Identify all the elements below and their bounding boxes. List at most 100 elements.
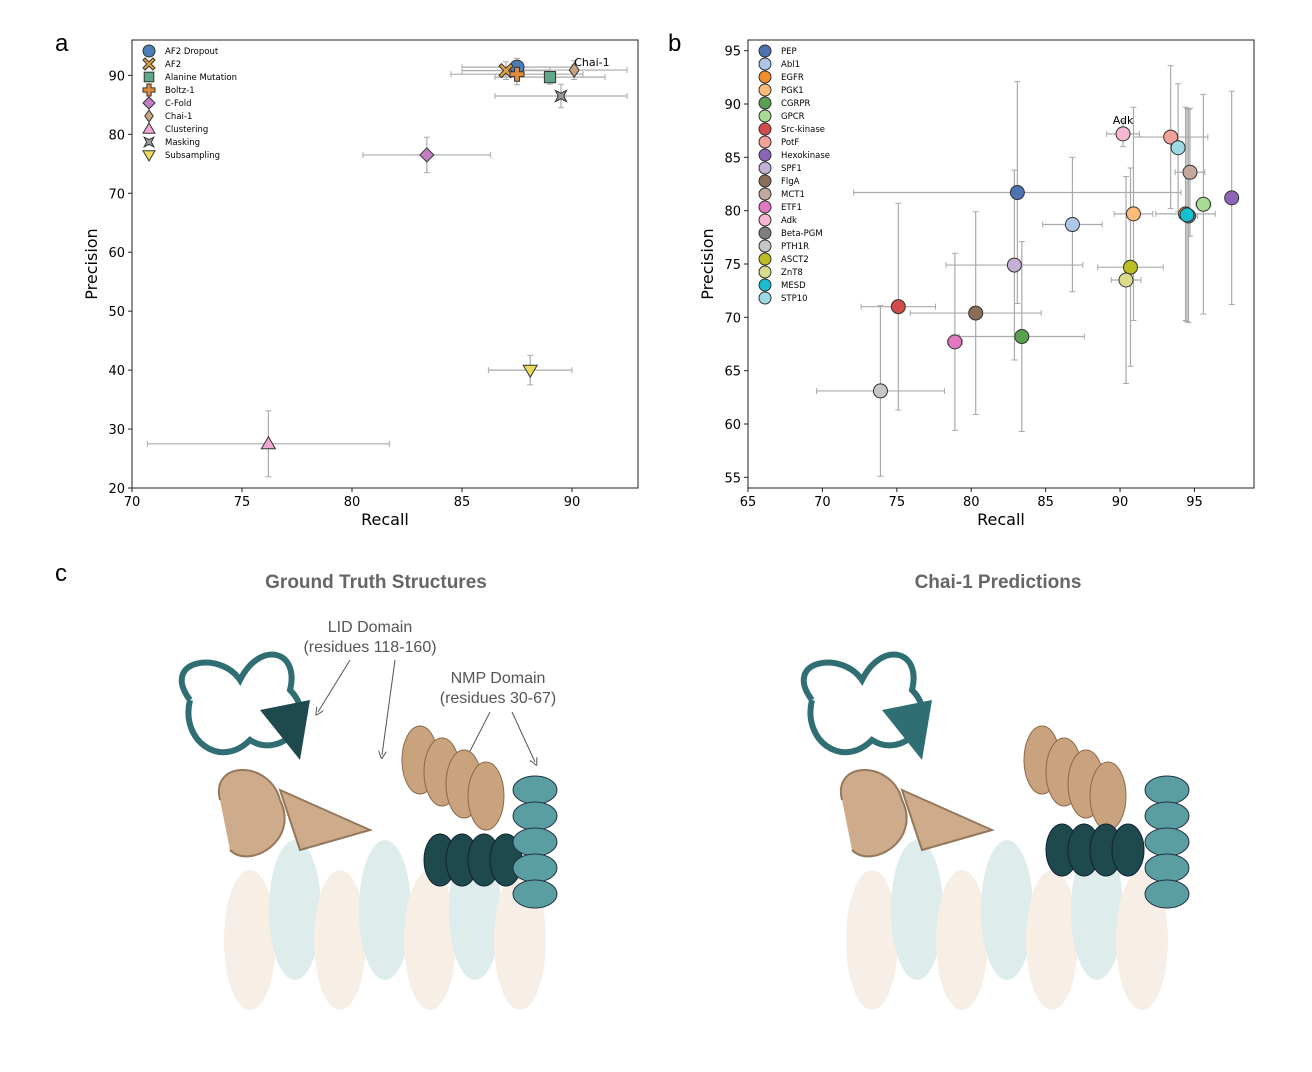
legend-label: PTH1R	[781, 242, 809, 252]
x-tick-label: 80	[344, 495, 361, 510]
legend-label: SPF1	[781, 164, 802, 174]
nmp-helix-teal	[1144, 879, 1190, 909]
legend-marker-Adk	[758, 213, 772, 227]
nmp-helix-teal	[512, 879, 558, 909]
point-PTH1R	[872, 383, 888, 399]
point-C-Fold	[419, 147, 435, 163]
point-Boltz-1	[509, 66, 525, 82]
legend-marker-ASCT2	[758, 252, 772, 266]
nmp-helix-teal	[512, 827, 558, 857]
x-tick-label: 75	[234, 495, 251, 510]
y-tick-label: 60	[724, 418, 741, 433]
legend-label: Alanine Mutation	[165, 73, 237, 83]
lid-domain-label: LID Domain (residues 118-160)	[270, 618, 470, 658]
y-tick-label: 85	[724, 151, 741, 166]
legend-marker-EGFR	[758, 70, 772, 84]
point-FlgA	[968, 305, 984, 321]
x-tick-label: 65	[740, 495, 757, 510]
legend-label: AF2 Dropout	[165, 47, 219, 57]
x-tick-label: 95	[1186, 495, 1203, 510]
y-tick-label: 70	[724, 311, 741, 326]
point-Alanine Mutation	[543, 71, 557, 84]
lid-strands	[839, 769, 995, 858]
legend-label: Adk	[781, 216, 797, 226]
legend-marker-PEP	[758, 44, 772, 58]
legend-marker-Masking	[143, 136, 155, 148]
legend-label: Clustering	[165, 125, 208, 135]
nmp-helix-tan	[1089, 761, 1127, 831]
panel-label-b: b	[668, 30, 682, 57]
lid-label-line2: (residues 118-160)	[303, 639, 437, 656]
nmp-helix-teal	[512, 775, 558, 805]
legend-marker-AF2	[142, 57, 156, 71]
legend-label: GPCR	[781, 112, 805, 122]
nmp-label-line1: NMP Domain	[450, 670, 546, 687]
point-Src-kinase	[890, 299, 906, 315]
legend-label: FlgA	[781, 177, 800, 187]
x-tick-label: 85	[454, 495, 471, 510]
core-helix	[981, 840, 1033, 980]
legend-marker-PTH1R	[758, 239, 772, 253]
y-tick-label: 55	[724, 471, 741, 486]
core-helix	[314, 870, 366, 1010]
point-Subsampling	[522, 364, 539, 379]
ground-truth-structure	[179, 651, 558, 1010]
legend-marker-ZnT8	[758, 265, 772, 279]
y-tick-label: 40	[108, 364, 125, 379]
lid-domain-loop	[801, 651, 926, 756]
legend: PEP Abl1 EGFR PGK1 CGRPR GPCR Src-kinase PotF He…	[758, 44, 830, 305]
lid-label-line1: LID Domain	[327, 619, 413, 636]
x-axis-label: Recall	[361, 510, 409, 529]
legend-label: PGK1	[781, 86, 804, 96]
legend-marker-Clustering	[142, 122, 156, 134]
y-axis-label: Precision	[698, 228, 717, 299]
ground-truth-title: Ground Truth Structures	[265, 572, 487, 593]
point-ETF1	[947, 334, 963, 350]
x-axis-label: Recall	[977, 510, 1025, 529]
nmp-helix-dark	[1111, 823, 1145, 877]
legend-label: MCT1	[781, 190, 805, 200]
x-tick-label: 90	[1112, 495, 1129, 510]
legend-label: Abl1	[781, 60, 800, 70]
legend-marker-PGK1	[758, 83, 772, 97]
legend-marker-ETF1	[758, 200, 772, 214]
nmp-domain-label: NMP Domain (residues 30-67)	[398, 669, 598, 709]
y-tick-label: 20	[108, 482, 125, 497]
core-helix	[224, 870, 276, 1010]
legend-label: Src-kinase	[781, 125, 825, 135]
point-Adk	[1115, 126, 1131, 142]
y-tick-label: 90	[108, 69, 125, 84]
y-tick-label: 50	[108, 305, 125, 320]
legend-marker-SPF1	[758, 161, 772, 175]
chart-b: 65 70 75 80 85 90 95 55 60 65 70 75 80 85 90 95 Recall Pr…	[698, 39, 1255, 529]
point-GPCR	[1195, 196, 1211, 212]
point-Clustering	[260, 435, 277, 450]
y-tick-label: 80	[724, 205, 741, 220]
point-annotation: Chai-1	[574, 56, 609, 69]
lid-sheet	[882, 700, 932, 760]
x-tick-label: 90	[564, 495, 581, 510]
legend-marker-Chai-1	[144, 109, 154, 123]
legend-label: ZnT8	[781, 268, 803, 278]
nmp-helix-tan	[467, 761, 505, 831]
x-tick-label: 75	[889, 495, 906, 510]
point-Abl1	[1064, 217, 1080, 233]
legend-label: STP10	[781, 294, 808, 304]
nmp-helix-teal	[1144, 827, 1190, 857]
legend-label: Masking	[165, 138, 200, 148]
legend-marker-Beta-PGM	[758, 226, 772, 240]
chart-a: 70 75 80 85 90 20 30 40 50 60 70 80 90 Recall Precisio…	[82, 39, 639, 529]
y-tick-label: 95	[724, 45, 741, 60]
legend-marker-Abl1	[758, 57, 772, 71]
core-helix	[846, 870, 898, 1010]
lid-strands	[217, 769, 373, 858]
core-helix	[404, 870, 456, 1010]
nmp-helix-teal	[512, 853, 558, 883]
nmp-label-line2: (residues 30-67)	[439, 690, 557, 707]
panel-label-a: a	[55, 30, 69, 57]
legend-label: CGRPR	[781, 99, 811, 109]
point-MCT1	[1182, 164, 1198, 180]
core-helix	[269, 840, 321, 980]
